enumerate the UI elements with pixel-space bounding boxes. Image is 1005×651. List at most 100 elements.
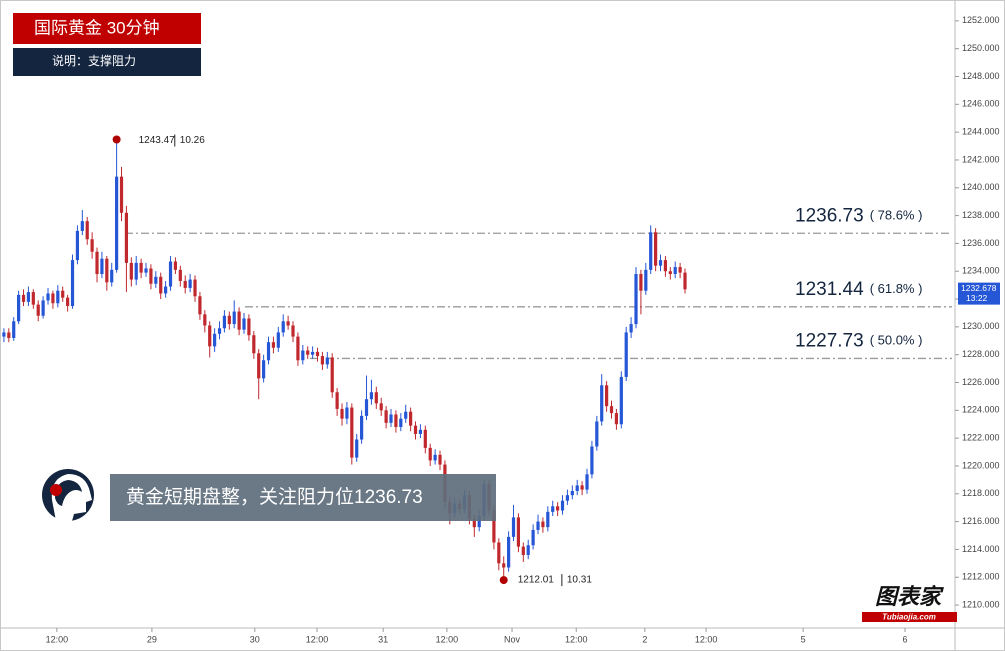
candle-body (252, 335, 256, 354)
y-tick-label: 1248.000 (962, 71, 1000, 81)
y-tick-label: 1236.000 (962, 238, 1000, 248)
y-tick-label: 1242.000 (962, 154, 1000, 164)
candle-body (213, 333, 217, 347)
candle-body (311, 351, 315, 355)
candle-body (70, 260, 75, 307)
candle-body (649, 232, 653, 270)
x-tick-label: 2 (642, 634, 647, 644)
candle-body (536, 521, 540, 530)
candle-body (183, 280, 187, 288)
candle-body (658, 260, 663, 266)
candle-body (609, 406, 614, 414)
level-ratio: ( 78.6% ) (870, 208, 923, 223)
level-value: 1227.73 (795, 330, 864, 351)
candle-body (634, 274, 638, 325)
x-tick-label: 30 (250, 634, 260, 644)
candle-body (654, 232, 658, 266)
callout-box (110, 474, 496, 521)
candle-body (222, 315, 227, 329)
candle-body (26, 292, 31, 302)
annotation-dot (499, 576, 508, 585)
candle-body (198, 296, 202, 315)
level-label: 1227.73 ( 50.0% ) (795, 330, 922, 351)
candle-body (168, 261, 173, 287)
candle-body (227, 315, 231, 325)
candle-body (526, 545, 530, 555)
annotation-value: 1243.47 (139, 135, 176, 146)
candle-body (217, 328, 222, 334)
x-tick-label: 12:00 (306, 634, 329, 644)
candle-body (595, 421, 599, 447)
candle-body (541, 521, 545, 528)
candle-body (409, 411, 413, 426)
y-tick-label: 1250.000 (962, 43, 1000, 53)
candle-body (144, 268, 148, 273)
candle-body (644, 269, 648, 291)
candle-body (315, 351, 320, 357)
title-box (13, 13, 201, 44)
candle-body (472, 518, 476, 528)
candle-body (374, 392, 378, 404)
candle-body (379, 403, 383, 411)
candle-body (521, 546, 525, 555)
candle-body (531, 529, 535, 546)
candle-body (624, 332, 628, 377)
candle-body (364, 399, 369, 416)
candle-body (46, 293, 50, 301)
candle-body (129, 262, 133, 280)
candle-body (203, 314, 207, 326)
annotation-date: 10.31 (567, 575, 592, 586)
y-tick-label: 1228.000 (962, 349, 1000, 359)
y-tick-label: 1210.000 (962, 599, 1000, 609)
x-tick-label: 12:00 (46, 634, 69, 644)
y-tick-label: 1218.000 (962, 488, 1000, 498)
candle-body (36, 304, 40, 316)
chart-title: 国际黄金 30分钟 (34, 18, 160, 37)
candle-body (325, 357, 329, 365)
candle-body (301, 350, 305, 361)
candle-body (516, 517, 521, 547)
subtitle-box (13, 48, 201, 76)
y-tick-label: 1230.000 (962, 321, 1000, 331)
candle-body (115, 176, 119, 270)
candle-body (276, 332, 280, 348)
x-tick-label: Nov (504, 634, 521, 644)
x-tick-label: 12:00 (436, 634, 459, 644)
brand-logo: 图表家 (875, 584, 944, 609)
candle-body (668, 271, 672, 275)
candle-body (418, 429, 423, 434)
candle-body (428, 447, 432, 461)
y-tick-label: 1238.000 (962, 210, 1000, 220)
candle-body (683, 272, 687, 290)
y-tick-label: 1220.000 (962, 460, 1000, 470)
avatar (42, 469, 94, 521)
y-tick-label: 1222.000 (962, 433, 1000, 443)
candle-body (330, 357, 334, 393)
candle-body (335, 392, 339, 409)
candle-body (17, 294, 21, 322)
candle-body (21, 294, 26, 302)
brand-bar (862, 612, 957, 622)
candle-body (178, 269, 182, 281)
y-tick-label: 1240.000 (962, 182, 1000, 192)
candle-body (546, 511, 550, 528)
level-ratio: ( 50.0% ) (870, 333, 923, 348)
candle-body (389, 414, 393, 423)
candle-body (124, 212, 129, 263)
y-tick-label: 1224.000 (962, 405, 1000, 415)
candle-body (188, 279, 192, 288)
candle-body (105, 258, 109, 283)
candle-body (51, 293, 55, 304)
candle-body (266, 342, 271, 361)
candle-body (119, 176, 124, 213)
candle-body (232, 311, 236, 325)
candle-body (678, 267, 682, 273)
candle-body (56, 290, 60, 304)
candle-body (306, 350, 310, 355)
candle-body (497, 542, 501, 564)
candle-body (296, 336, 300, 361)
candle-body (262, 360, 266, 379)
candle-body (360, 415, 364, 440)
